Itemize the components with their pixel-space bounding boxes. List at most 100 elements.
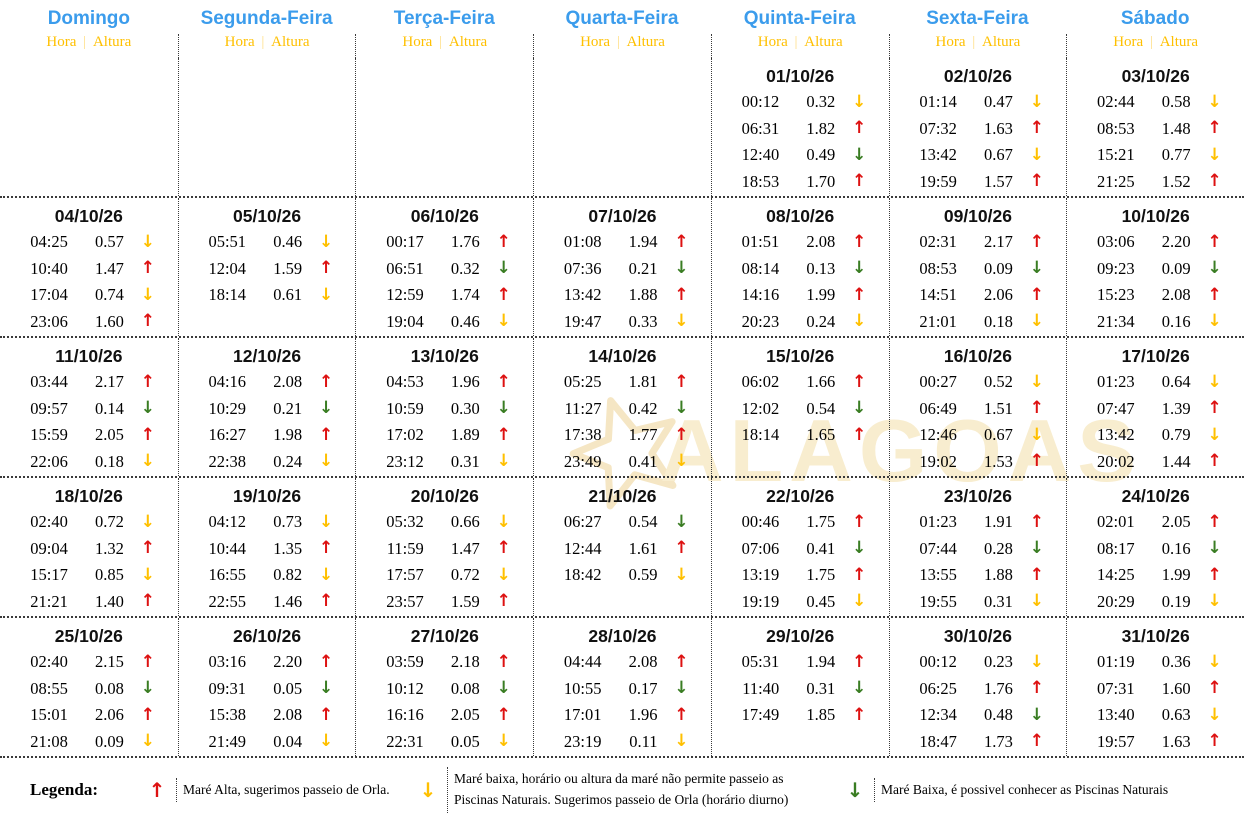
day-cell: 30/10/26 00:12 0.23 ↓ 06:25 1.76 ↑ 12:34 0.48 ↓ 18… bbox=[888, 618, 1067, 756]
tide-arrow-down-icon: ↓ bbox=[140, 284, 155, 305]
tide-height: 2.08 bbox=[1161, 285, 1191, 305]
tide-height: 1.74 bbox=[450, 285, 480, 305]
hora-altura-label: Hora | Altura bbox=[710, 34, 889, 58]
tide-time: 08:14 bbox=[741, 258, 780, 278]
tide-row: 02:40 2.15 ↑ bbox=[0, 649, 178, 676]
day-cell: 08/10/26 01:51 2.08 ↑ 08:14 0.13 ↓ 14:16 1.99 ↑ 20… bbox=[710, 198, 889, 336]
tide-time: 19:02 bbox=[919, 451, 957, 471]
tide-row: 00:27 0.52 ↓ bbox=[890, 369, 1067, 396]
tide-height: 1.94 bbox=[628, 232, 658, 252]
tide-height: 1.85 bbox=[806, 705, 836, 725]
tide-row: 22:55 1.46 ↑ bbox=[179, 589, 356, 616]
tide-height: 1.63 bbox=[984, 118, 1013, 138]
week-row-5: 25/10/26 02:40 2.15 ↑ 08:55 0.08 ↓ 15:01 2.06 ↑ 21… bbox=[0, 618, 1244, 758]
tide-row: 02:31 2.17 ↑ bbox=[890, 229, 1067, 256]
day-cell: 07/10/26 01:08 1.94 ↑ 07:36 0.21 ↓ 13:42 1.88 ↑ 19… bbox=[533, 198, 711, 336]
tide-arrow-down-icon: ↓ bbox=[674, 511, 689, 532]
day-cell: 19/10/26 04:12 0.73 ↓ 10:44 1.35 ↑ 16:55 0.82 ↓ 22… bbox=[177, 478, 356, 616]
tide-arrow-down-icon: ↓ bbox=[1207, 91, 1222, 112]
tide-arrow-down-icon: ↓ bbox=[1029, 91, 1045, 112]
tide-row: 01:19 0.36 ↓ bbox=[1067, 649, 1244, 676]
tide-height: 2.06 bbox=[94, 705, 124, 725]
tide-arrow-up-icon: ↑ bbox=[1029, 511, 1045, 532]
tide-height: 0.58 bbox=[1161, 92, 1191, 112]
tide-arrow-down-icon: ↓ bbox=[1207, 258, 1222, 279]
tide-arrow-up-icon: ↑ bbox=[852, 704, 867, 725]
hora-label: Hora bbox=[46, 34, 77, 50]
tide-arrow-down-icon: ↓ bbox=[1029, 651, 1045, 672]
tide-row: 11:40 0.31 ↓ bbox=[712, 676, 889, 703]
tide-arrow-up-icon: ↑ bbox=[674, 284, 689, 305]
tide-time: 18:47 bbox=[919, 731, 957, 751]
legend-arrow-down-icon: ↓ bbox=[419, 778, 437, 802]
tide-row: 04:16 2.08 ↑ bbox=[179, 369, 356, 396]
tide-time: 01:23 bbox=[1097, 372, 1135, 392]
hora-label: Hora bbox=[1113, 34, 1144, 50]
tide-arrow-down-icon: ↓ bbox=[1029, 424, 1045, 445]
tide-time: 19:55 bbox=[919, 591, 957, 611]
tide-time: 00:12 bbox=[919, 652, 957, 672]
tide-time: 15:21 bbox=[1097, 145, 1135, 165]
tide-height: 2.08 bbox=[628, 652, 658, 672]
tide-row: 04:12 0.73 ↓ bbox=[179, 509, 356, 536]
tide-arrow-down-icon: ↓ bbox=[496, 564, 511, 585]
date-label: 30/10/26 bbox=[943, 626, 1012, 646]
legend-text: Maré Baixa, é possivel conhecer as Pisci… bbox=[874, 777, 1211, 803]
tide-arrow-up-icon: ↑ bbox=[852, 511, 867, 532]
tide-time: 00:17 bbox=[386, 232, 424, 252]
date-label: 08/10/26 bbox=[766, 206, 835, 226]
tide-height: 0.23 bbox=[984, 652, 1013, 672]
tide-height: 1.57 bbox=[984, 171, 1013, 191]
tide-height: 2.17 bbox=[984, 232, 1013, 252]
date-label: 18/10/26 bbox=[54, 486, 123, 506]
tide-arrow-up-icon: ↑ bbox=[674, 424, 689, 445]
tide-time: 01:51 bbox=[741, 232, 780, 252]
tide-height: 1.99 bbox=[1161, 565, 1191, 585]
date-label: 13/10/26 bbox=[410, 346, 479, 366]
tide-arrow-down-icon: ↓ bbox=[140, 678, 155, 699]
tide-row: 06:51 0.32 ↓ bbox=[356, 256, 533, 283]
tide-arrow-down-icon: ↓ bbox=[140, 231, 155, 252]
tide-row: 13:55 1.88 ↑ bbox=[890, 562, 1067, 589]
tide-row: 13:42 0.79 ↓ bbox=[1067, 422, 1244, 449]
tide-row: 15:23 2.08 ↑ bbox=[1067, 282, 1244, 309]
day-cell: 13/10/26 04:53 1.96 ↑ 10:59 0.30 ↓ 17:02 1.89 ↑ 23… bbox=[355, 338, 533, 476]
tide-time: 17:57 bbox=[386, 565, 424, 585]
tide-row: 08:53 0.09 ↓ bbox=[890, 256, 1067, 283]
tide-row: 12:44 1.61 ↑ bbox=[534, 536, 711, 563]
tide-row: 06:31 1.82 ↑ bbox=[712, 116, 889, 143]
tide-row: 15:17 0.85 ↓ bbox=[0, 562, 178, 589]
date-label: 23/10/26 bbox=[943, 486, 1012, 506]
hora-altura-separator: | bbox=[968, 34, 980, 50]
tide-height: 2.08 bbox=[806, 232, 836, 252]
tide-height: 2.05 bbox=[94, 425, 124, 445]
tide-time: 18:14 bbox=[741, 425, 780, 445]
hora-altura-label: Hora | Altura bbox=[533, 34, 711, 58]
day-cell: 25/10/26 02:40 2.15 ↑ 08:55 0.08 ↓ 15:01 2.06 ↑ 21… bbox=[0, 618, 178, 756]
hora-altura-label: Hora | Altura bbox=[355, 34, 533, 58]
tide-time: 04:25 bbox=[30, 232, 68, 252]
tide-height: 0.21 bbox=[628, 258, 658, 278]
tide-time: 16:27 bbox=[208, 425, 247, 445]
tide-height: 0.09 bbox=[1161, 258, 1191, 278]
date-label: 15/10/26 bbox=[766, 346, 835, 366]
tide-height: 0.30 bbox=[450, 398, 480, 418]
tide-height: 0.31 bbox=[806, 678, 836, 698]
tide-time: 11:40 bbox=[742, 678, 780, 698]
tide-height: 0.79 bbox=[1161, 425, 1191, 445]
tide-height: 2.20 bbox=[1161, 232, 1191, 252]
legend-arrow-up-icon: ↑ bbox=[148, 778, 166, 802]
tide-row: 10:59 0.30 ↓ bbox=[356, 396, 533, 423]
day-cell: 29/10/26 05:31 1.94 ↑ 11:40 0.31 ↓ 17:49 1.85 ↑ bbox=[710, 618, 889, 756]
tide-time: 12:59 bbox=[386, 285, 424, 305]
tide-time: 07:06 bbox=[741, 538, 780, 558]
tide-row: 23:57 1.59 ↑ bbox=[356, 589, 533, 616]
tide-height: 0.32 bbox=[806, 92, 836, 112]
tide-arrow-down-icon: ↓ bbox=[852, 144, 867, 165]
tide-height: 1.70 bbox=[806, 171, 836, 191]
tide-time: 20:29 bbox=[1097, 591, 1135, 611]
tide-arrow-up-icon: ↑ bbox=[674, 704, 689, 725]
tide-row: 07:47 1.39 ↑ bbox=[1067, 396, 1244, 423]
tide-time: 02:44 bbox=[1097, 92, 1135, 112]
tide-height: 0.31 bbox=[450, 451, 480, 471]
